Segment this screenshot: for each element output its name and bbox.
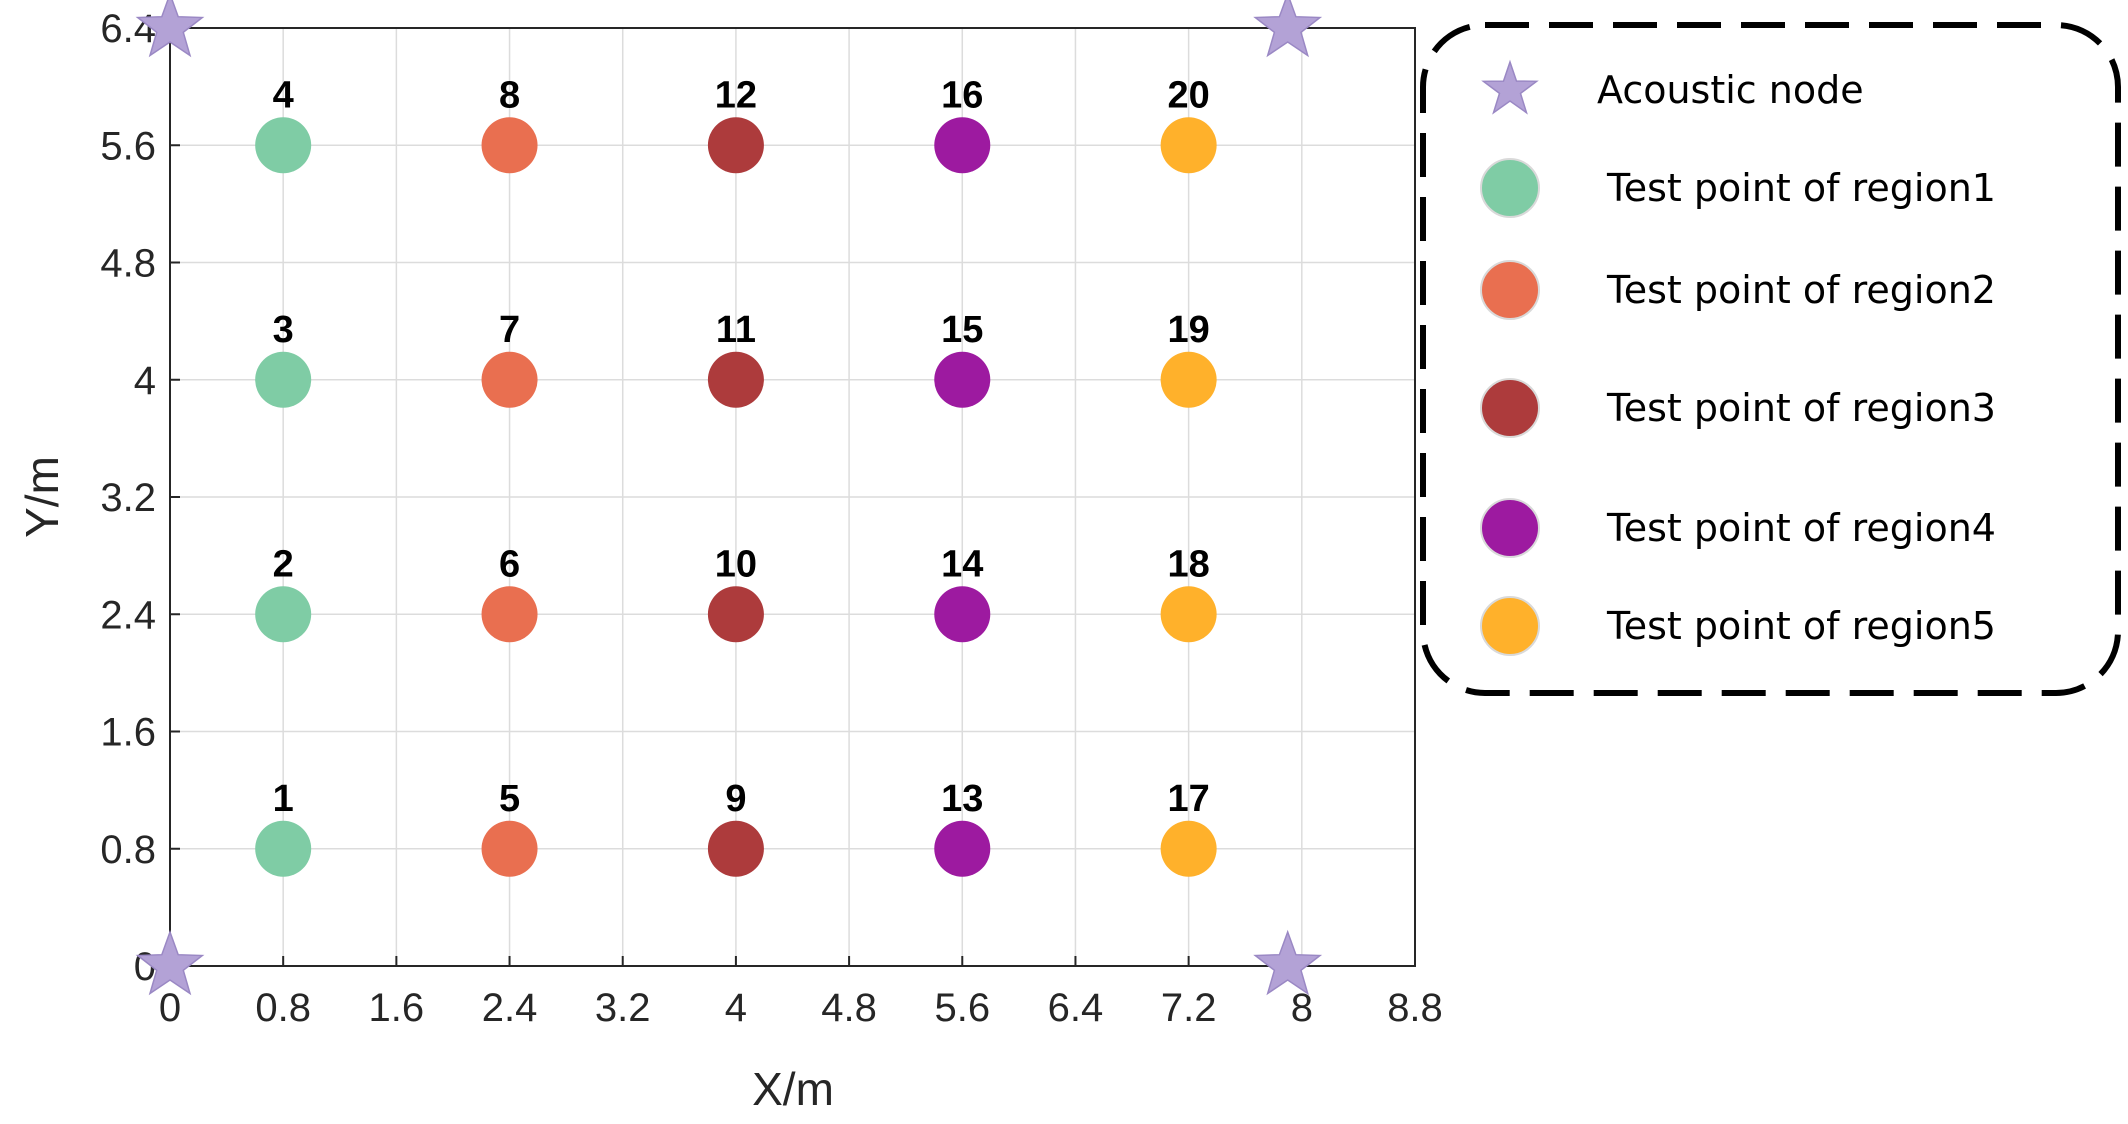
test-point-label: 9	[725, 778, 746, 820]
test-point-marker	[934, 351, 991, 408]
test-point-marker	[255, 586, 312, 643]
test-point-label: 3	[273, 309, 294, 351]
test-point-label: 1	[273, 778, 294, 820]
x-tick-label: 8	[1291, 986, 1313, 1030]
y-axis-title: Y/m	[16, 456, 68, 538]
x-axis-title: X/m	[752, 1063, 834, 1115]
test-point-marker	[255, 820, 312, 877]
legend-star-marker	[1481, 59, 1539, 115]
test-point-label: 17	[1167, 778, 1209, 820]
y-tick-label: 1.6	[100, 711, 156, 755]
x-tick-label: 5.6	[934, 986, 990, 1030]
test-point-label: 10	[715, 543, 757, 585]
test-point-label: 5	[499, 778, 520, 820]
acoustic-node-star	[1253, 929, 1323, 996]
test-point-label: 11	[716, 309, 756, 351]
test-point-label: 13	[941, 778, 983, 820]
x-tick-label: 2.4	[482, 986, 538, 1030]
x-axis-ticks: 0 0.8 1.6 2.4 3.2 4 4.8 5.6 6.4 7.2 8 8.8	[159, 956, 1443, 1030]
test-point-label: 7	[499, 309, 520, 351]
test-point-label: 14	[941, 543, 983, 585]
test-point-label: 4	[273, 74, 294, 116]
test-point-marker	[707, 586, 764, 643]
x-tick-label: 3.2	[595, 986, 651, 1030]
x-tick-label: 4	[725, 986, 747, 1030]
legend-label: Acoustic node	[1597, 68, 1864, 112]
test-point-marker	[934, 117, 991, 174]
legend-label: Test point of region2	[1606, 268, 1996, 312]
acoustic-node-star	[1253, 0, 1323, 58]
y-axis-ticks: 00.81.62.43.244.85.66.4	[100, 7, 180, 989]
grid	[170, 28, 1415, 966]
x-tick-label: 0	[159, 986, 181, 1030]
x-tick-label: 0.8	[255, 986, 311, 1030]
acoustic-node-star	[135, 0, 205, 58]
test-point-marker	[1160, 117, 1217, 174]
acoustic-node-star	[135, 929, 205, 996]
test-point-label: 8	[499, 74, 520, 116]
y-tick-label: 2.4	[100, 593, 156, 637]
y-tick-label: 5.6	[100, 124, 156, 168]
legend-label: Test point of region1	[1606, 166, 1996, 210]
x-tick-label: 1.6	[369, 986, 425, 1030]
test-point-marker	[255, 117, 312, 174]
y-tick-label: 4	[134, 359, 156, 403]
legend-circle-marker	[1480, 378, 1540, 438]
test-point-label: 16	[941, 74, 983, 116]
test-point-marker	[707, 351, 764, 408]
legend: Acoustic node Test point of region1 Test p…	[1420, 22, 2121, 696]
legend-label: Test point of region3	[1606, 386, 1996, 430]
test-point-marker	[1160, 820, 1217, 877]
legend-circle-marker	[1480, 260, 1540, 320]
test-point-label: 12	[715, 74, 757, 116]
test-point-label: 19	[1167, 309, 1209, 351]
legend-label: Test point of region4	[1606, 506, 1996, 550]
test-point-label: 6	[499, 543, 520, 585]
legend-label: Test point of region5	[1606, 604, 1996, 648]
test-point-marker	[934, 820, 991, 877]
y-tick-label: 3.2	[100, 476, 156, 520]
legend-circle-marker	[1480, 498, 1540, 558]
test-point-marker	[707, 117, 764, 174]
legend-box	[1420, 22, 2121, 696]
y-tick-label: 0.8	[100, 828, 156, 872]
test-point-marker	[481, 351, 538, 408]
legend-circle-marker	[1480, 158, 1540, 218]
test-point-marker	[707, 820, 764, 877]
test-point-label: 15	[941, 309, 983, 351]
x-tick-label: 7.2	[1161, 986, 1217, 1030]
test-point-marker	[1160, 351, 1217, 408]
test-point-marker	[255, 351, 312, 408]
test-point-label: 18	[1167, 543, 1209, 585]
test-point-marker	[481, 820, 538, 877]
test-point-marker	[934, 586, 991, 643]
x-tick-label: 6.4	[1048, 986, 1104, 1030]
y-tick-label: 6.4	[100, 7, 156, 51]
x-tick-label: 4.8	[821, 986, 877, 1030]
legend-circle-marker	[1480, 596, 1540, 656]
test-point-marker	[1160, 586, 1217, 643]
test-point-marker	[481, 117, 538, 174]
test-point-marker	[481, 586, 538, 643]
x-tick-label: 8.8	[1387, 986, 1443, 1030]
y-tick-label: 4.8	[100, 242, 156, 286]
test-point-label: 20	[1167, 74, 1209, 116]
test-point-label: 2	[273, 543, 294, 585]
